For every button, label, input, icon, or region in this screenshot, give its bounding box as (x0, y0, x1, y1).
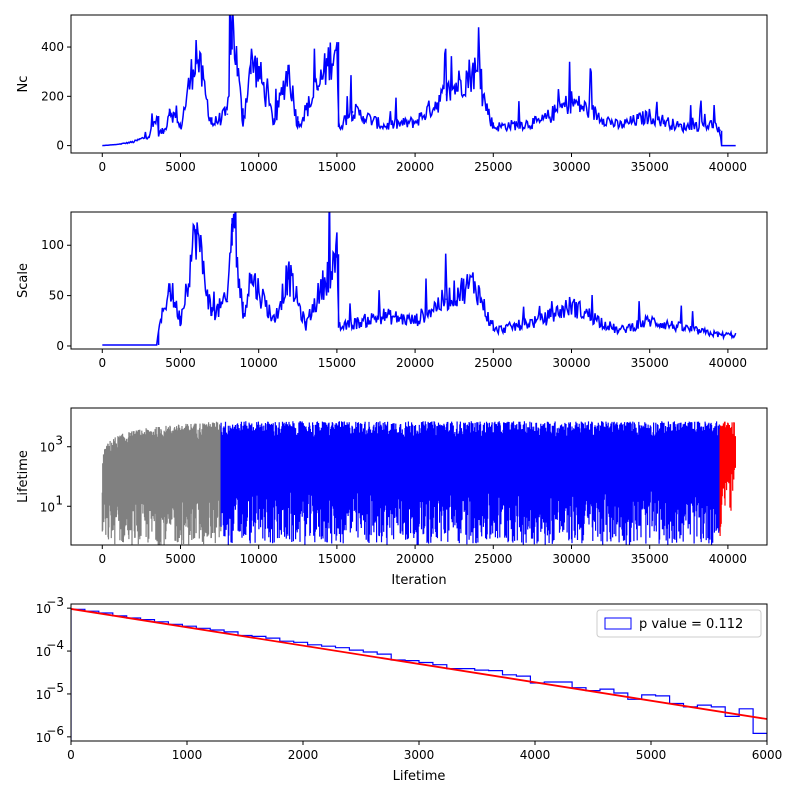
x-tick-label: 20000 (396, 356, 434, 370)
histogram-steps (71, 608, 767, 741)
x-tick-label: 35000 (631, 356, 669, 370)
x-tick-label: 10000 (240, 552, 278, 566)
x-tick-label: 35000 (631, 160, 669, 174)
y-tick-exponent: −6 (46, 724, 64, 738)
y-tick-label: 200 (41, 89, 64, 103)
x-axis-label: Iteration (391, 573, 446, 588)
y-tick-label: 400 (41, 40, 64, 54)
legend-swatch (604, 617, 632, 630)
x-tick-label: 2000 (288, 748, 319, 762)
x-tick-label: 35000 (631, 552, 669, 566)
y-tick-label: 100 (41, 238, 64, 252)
x-tick-label: 40000 (709, 552, 747, 566)
x-tick-label: 5000 (636, 748, 667, 762)
x-tick-label: 15000 (318, 160, 356, 174)
y-tick-label: 10 (36, 731, 51, 745)
x-tick-label: 20000 (396, 160, 434, 174)
y-tick-label: 10 (36, 645, 51, 659)
x-tick-label: 25000 (474, 356, 512, 370)
y-axis-label: Lifetime (16, 450, 31, 503)
y-tick-label: 10 (36, 602, 51, 616)
x-tick-label: 20000 (396, 552, 434, 566)
axes-frame (70, 14, 768, 154)
x-tick-label: 40000 (709, 356, 747, 370)
series-band-2 (220, 421, 721, 545)
y-tick-label: 50 (49, 289, 64, 303)
y-tick-label: 0 (56, 139, 64, 153)
x-axis-label: Lifetime (393, 769, 446, 784)
x-tick-label: 5000 (165, 356, 196, 370)
x-tick-label: 0 (98, 356, 106, 370)
subplot-4: 0 1000 2000 3000 4000 5000 600010−610−510−410−… (36, 595, 783, 784)
y-tick-exponent: −5 (46, 681, 64, 695)
y-tick-exponent: −4 (46, 638, 64, 652)
fit-line (71, 608, 767, 720)
x-tick-label: 0 (67, 748, 75, 762)
axes-frame (70, 407, 768, 546)
x-tick-label: 30000 (552, 160, 590, 174)
x-tick-label: 5000 (165, 552, 196, 566)
y-tick-exponent: −3 (46, 595, 64, 609)
y-tick-label: 10 (40, 500, 55, 514)
plot-area (71, 608, 767, 741)
x-tick-label: 15000 (318, 356, 356, 370)
legend-box (596, 609, 762, 638)
x-tick-label: 30000 (552, 356, 590, 370)
axes-frame (70, 211, 768, 350)
legend-label: p value = 0.112 (639, 617, 743, 632)
y-tick-label: 0 (56, 339, 64, 353)
y-tick-label: 10 (40, 441, 55, 455)
x-tick-label: 3000 (404, 748, 435, 762)
series-band-1 (101, 421, 222, 545)
x-tick-label: 25000 (474, 160, 512, 174)
subplot-3: 0 5000 10000 15000 20000 25000 30000 35000 40000… (16, 407, 768, 588)
series-line (102, 212, 737, 346)
x-tick-label: 5000 (165, 160, 196, 174)
series-band-3 (719, 421, 736, 536)
plot-area (102, 15, 736, 147)
x-tick-label: 0 (98, 160, 106, 174)
y-tick-exponent: 1 (55, 493, 63, 507)
x-tick-label: 15000 (318, 552, 356, 566)
y-tick-label: 10 (36, 688, 51, 702)
x-tick-label: 40000 (709, 160, 747, 174)
y-axis-label: Scale (16, 263, 31, 298)
x-tick-label: 0 (98, 552, 106, 566)
series-line (102, 15, 736, 147)
x-tick-label: 30000 (552, 552, 590, 566)
x-tick-label: 1000 (172, 748, 203, 762)
legend: p value = 0.112 (596, 609, 762, 638)
x-tick-label: 10000 (240, 356, 278, 370)
x-tick-label: 6000 (752, 748, 783, 762)
subplot-1: 0 5000 10000 15000 20000 25000 30000 35000 40000… (16, 14, 768, 174)
x-tick-label: 4000 (520, 748, 551, 762)
plot-area (102, 212, 737, 346)
y-tick-exponent: 3 (55, 434, 63, 448)
x-tick-label: 25000 (474, 552, 512, 566)
y-axis-label: Nc (16, 76, 31, 93)
subplot-2: 0 5000 10000 15000 20000 25000 30000 35000 40000… (16, 211, 768, 370)
x-tick-label: 10000 (240, 160, 278, 174)
plot-area (101, 421, 736, 545)
